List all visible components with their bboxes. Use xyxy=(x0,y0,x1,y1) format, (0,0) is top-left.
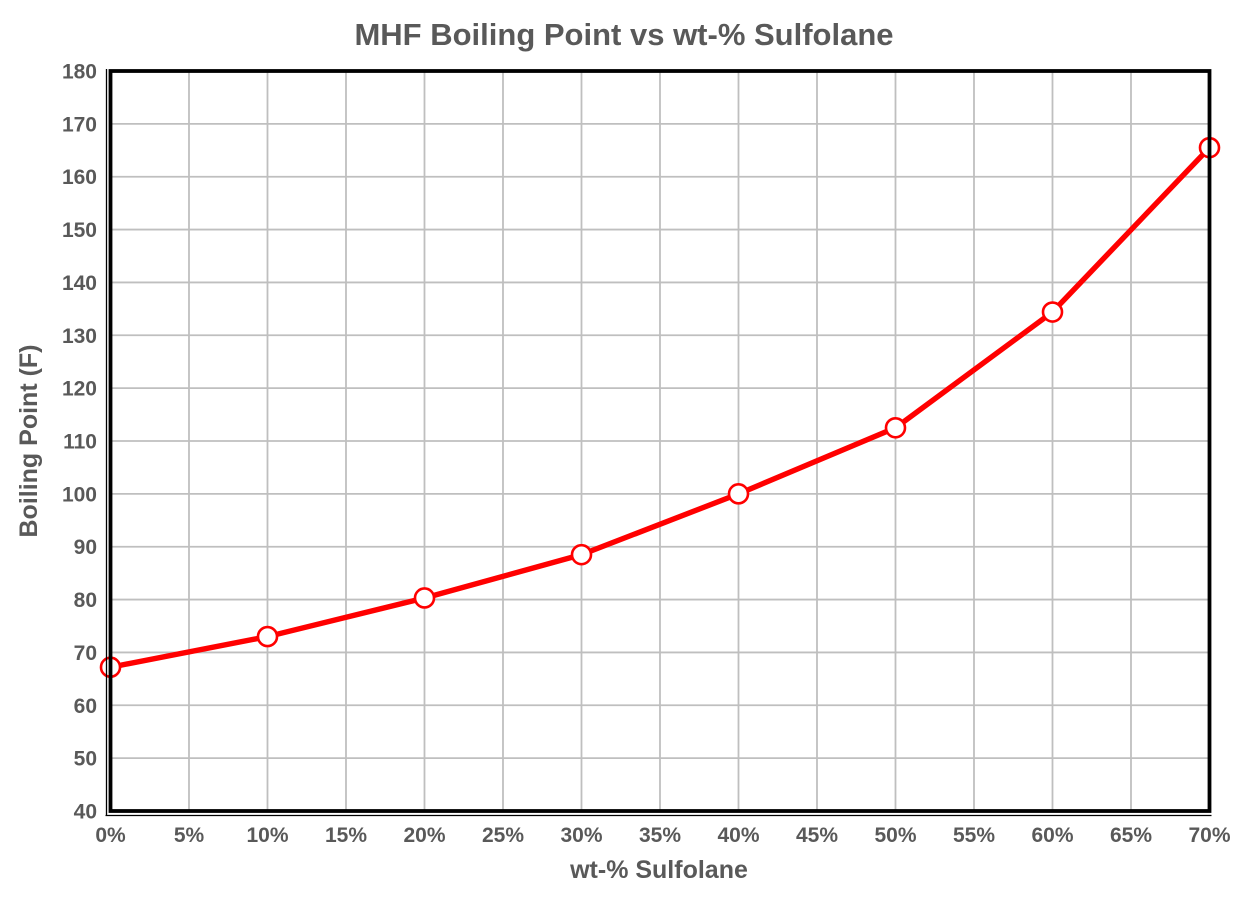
y-tick-label: 130 xyxy=(62,325,97,348)
x-tick-label: 65% xyxy=(1110,824,1152,847)
x-tick-label: 20% xyxy=(403,824,445,847)
data-point-marker xyxy=(884,416,907,439)
x-axis-tick-labels: 0% 5% 10% 15% 20% 25% 30% 35% 40% 45% 50% 55% 60% 65%… xyxy=(95,824,1231,847)
x-tick-label: 35% xyxy=(639,824,681,847)
chart-title: MHF Boiling Point vs wt-% Sulfolane xyxy=(354,17,893,52)
x-tick-label: 15% xyxy=(325,824,367,847)
x-tick-label: 25% xyxy=(482,824,524,847)
y-tick-label: 40 xyxy=(74,801,97,824)
x-tick-label: 70% xyxy=(1188,824,1230,847)
plot-area-border xyxy=(108,69,1212,813)
y-tick-label: 60 xyxy=(74,695,97,718)
y-tick-label: 120 xyxy=(62,378,97,401)
y-tick-label: 90 xyxy=(74,536,97,559)
y-tick-label: 110 xyxy=(63,431,97,454)
y-tick-label: 150 xyxy=(62,219,97,242)
x-axis-title: wt-% Sulfolane xyxy=(569,856,748,884)
y-tick-label: 80 xyxy=(74,589,97,612)
data-point-marker xyxy=(1041,301,1064,323)
data-point-marker xyxy=(413,587,436,609)
y-tick-label: 170 xyxy=(62,113,97,136)
x-tick-label: 50% xyxy=(874,824,916,847)
x-tick-label: 45% xyxy=(796,824,838,847)
y-tick-label: 140 xyxy=(62,272,97,295)
y-tick-label: 50 xyxy=(74,748,97,771)
x-tick-label: 30% xyxy=(560,824,602,847)
y-tick-label: 100 xyxy=(62,483,97,506)
x-tick-label: 10% xyxy=(246,824,288,847)
plot-border xyxy=(105,69,1212,817)
y-axis-tick-labels: 40 50 60 70 80 90 100 110 120 130 140 150 160 170 180 xyxy=(62,61,97,824)
x-tick-label: 60% xyxy=(1031,824,1073,847)
series-line xyxy=(107,144,1213,670)
y-tick-label: 70 xyxy=(74,642,97,665)
x-tick-label: 0% xyxy=(95,824,126,847)
data-point-marker xyxy=(570,543,593,566)
y-tick-label: 160 xyxy=(62,166,97,189)
gridlines xyxy=(110,71,1210,811)
data-point-marker xyxy=(727,483,750,505)
x-tick-label: 40% xyxy=(717,824,759,847)
data-point-marker xyxy=(256,625,279,648)
y-tick-label: 180 xyxy=(62,61,97,84)
x-tick-label: 5% xyxy=(174,824,205,847)
x-tick-label: 55% xyxy=(953,824,995,847)
y-axis-title: Boiling Point (F) xyxy=(15,344,43,537)
